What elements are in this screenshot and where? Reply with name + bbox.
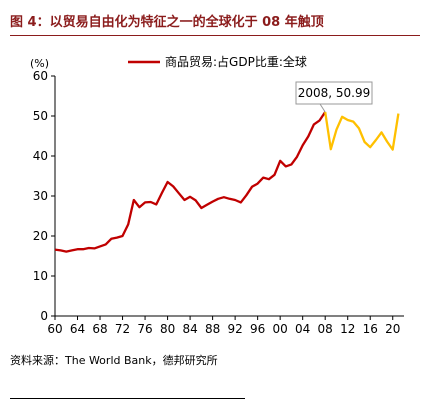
x-tick-label: 84 — [182, 322, 197, 336]
y-axis-label: (%) — [30, 57, 49, 70]
y-tick-label: 40 — [33, 149, 48, 163]
x-tick-label: 72 — [115, 322, 130, 336]
annotation-label: 2008, 50.99 — [298, 86, 371, 100]
x-tick-label: 80 — [160, 322, 175, 336]
y-tick-label: 10 — [33, 269, 48, 283]
x-tick-label: 12 — [340, 322, 355, 336]
annotation-leader — [319, 103, 326, 113]
annotation-box — [295, 81, 373, 105]
y-tick-label: 60 — [33, 69, 48, 83]
y-tick-label: 0 — [40, 309, 48, 323]
legend-label: 商品贸易:占GDP比重:全球 — [165, 54, 307, 69]
x-tick-label: 20 — [385, 322, 400, 336]
x-tick-label: 64 — [70, 322, 85, 336]
x-tick-label: 92 — [227, 322, 242, 336]
x-tick-label: 04 — [295, 322, 310, 336]
y-tick-label: 20 — [33, 229, 48, 243]
source-note: 资料来源：The World Bank，德邦研究所 — [10, 354, 218, 367]
annotation: 2008, 50.99 — [295, 81, 373, 113]
x-tick-label: 76 — [137, 322, 152, 336]
x-tick-label: 00 — [273, 322, 288, 336]
footer-divider — [10, 398, 245, 399]
x-tick-label: 96 — [250, 322, 265, 336]
x-tick-label: 08 — [318, 322, 333, 336]
x-tick-label: 16 — [363, 322, 378, 336]
legend: 商品贸易:占GDP比重:全球 — [128, 54, 307, 69]
x-tick-label: 68 — [92, 322, 107, 336]
figure-title: 图 4：以贸易自由化为特征之一的全球化于 08 年触顶 — [10, 15, 324, 30]
series-line-post-2008 — [324, 111, 400, 151]
y-tick-label: 50 — [33, 109, 48, 123]
series-layer — [54, 111, 400, 253]
title-divider — [10, 35, 420, 36]
y-tick-label: 30 — [33, 189, 48, 203]
x-tick-label: 60 — [47, 322, 62, 336]
series-line-pre-2008 — [54, 111, 327, 253]
x-tick-label: 88 — [205, 322, 220, 336]
